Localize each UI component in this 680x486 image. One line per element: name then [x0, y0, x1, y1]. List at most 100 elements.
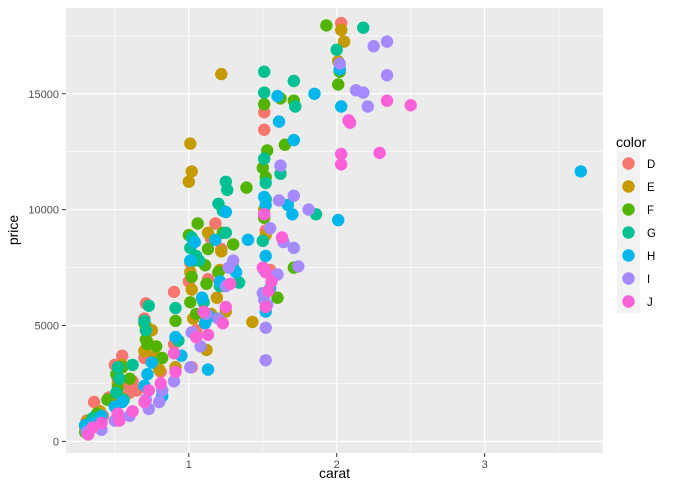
- data-point-G: [258, 152, 271, 165]
- data-point-H: [209, 233, 222, 246]
- y-axis: 0 5000 10000 15000: [28, 89, 66, 448]
- data-point-J: [113, 414, 126, 427]
- data-point-I: [222, 261, 235, 274]
- data-point-H: [271, 89, 284, 103]
- data-point-H: [286, 208, 299, 221]
- legend-label-I: I: [647, 274, 650, 286]
- data-point-J: [154, 377, 167, 390]
- data-point-J: [197, 305, 210, 318]
- data-point-H: [145, 356, 158, 369]
- data-point-F: [271, 291, 284, 304]
- data-point-D: [116, 349, 129, 362]
- data-point-G: [219, 226, 232, 239]
- data-point-I: [380, 69, 394, 82]
- data-point-G: [256, 234, 269, 248]
- data-point-G: [287, 74, 300, 88]
- data-point-I: [263, 222, 277, 235]
- data-point-G: [169, 301, 182, 315]
- legend-title: color: [616, 134, 647, 150]
- legend-key-D: [622, 157, 635, 170]
- data-point-I: [287, 189, 300, 202]
- data-point-I: [184, 361, 197, 374]
- data-point-F: [200, 277, 213, 290]
- y-tick-label: 15000: [28, 89, 59, 101]
- data-point-I: [259, 354, 272, 367]
- data-point-E: [335, 23, 348, 37]
- data-point-I: [153, 395, 166, 409]
- data-point-G: [289, 100, 302, 113]
- data-point-I: [349, 84, 363, 97]
- data-point-J: [82, 428, 95, 441]
- data-point-F: [156, 351, 169, 365]
- legend-label-F: F: [647, 205, 654, 217]
- data-point-E: [210, 291, 224, 304]
- legend-label-E: E: [647, 182, 655, 194]
- data-point-H: [241, 233, 255, 246]
- data-point-H: [195, 291, 209, 304]
- data-point-F: [320, 19, 333, 32]
- data-point-I: [333, 57, 346, 70]
- data-point-H: [574, 165, 587, 178]
- data-point-F: [240, 181, 253, 194]
- data-point-F: [212, 266, 225, 279]
- data-point-D: [87, 395, 101, 409]
- data-point-H: [332, 213, 345, 227]
- data-point-E: [215, 245, 228, 258]
- data-point-J: [169, 365, 182, 379]
- data-point-F: [184, 296, 197, 309]
- data-point-J: [262, 284, 275, 297]
- data-point-J: [259, 300, 272, 314]
- data-point-G: [142, 299, 155, 312]
- data-point-I: [259, 321, 272, 334]
- data-point-I: [367, 40, 380, 53]
- data-point-F: [150, 340, 163, 353]
- data-point-H: [308, 87, 321, 101]
- data-point-G: [111, 361, 125, 374]
- data-point-H: [272, 115, 286, 128]
- data-point-H: [169, 330, 182, 344]
- data-point-G: [113, 372, 126, 385]
- data-point-H: [141, 368, 154, 381]
- data-point-I: [302, 203, 315, 216]
- data-point-J: [95, 416, 108, 430]
- data-point-F: [169, 314, 182, 328]
- x-tick-label: 3: [482, 459, 488, 471]
- data-point-H: [335, 100, 348, 113]
- data-point-E: [185, 283, 198, 296]
- data-point-I: [292, 260, 305, 273]
- data-point-H: [259, 198, 272, 212]
- data-point-H: [287, 133, 300, 147]
- legend-key-G: [622, 226, 635, 239]
- data-point-J: [201, 328, 215, 341]
- data-point-J: [335, 147, 348, 161]
- data-point-G: [259, 176, 272, 190]
- y-tick-label: 0: [53, 436, 59, 448]
- data-point-J: [380, 94, 394, 107]
- x-tick-label: 1: [186, 459, 192, 471]
- legend-key-I: [622, 272, 635, 285]
- data-point-G: [192, 254, 206, 267]
- data-point-G: [221, 183, 234, 197]
- data-point-E: [185, 165, 198, 178]
- legend-label-H: H: [647, 251, 655, 263]
- data-point-J: [126, 405, 139, 418]
- data-point-J: [138, 395, 151, 409]
- y-tick-label: 5000: [35, 321, 59, 333]
- data-point-G: [258, 86, 271, 99]
- data-point-E: [182, 175, 195, 188]
- data-point-J: [275, 231, 289, 244]
- legend-label-J: J: [647, 297, 653, 309]
- data-point-H: [219, 205, 232, 219]
- data-point-G: [138, 314, 151, 328]
- legend-key-H: [622, 249, 635, 262]
- data-point-J: [373, 146, 386, 160]
- data-point-G: [126, 358, 139, 372]
- data-point-G: [357, 21, 370, 34]
- legend-key-J: [622, 295, 635, 308]
- data-point-J: [219, 300, 232, 314]
- data-point-H: [184, 254, 197, 267]
- data-point-F: [256, 161, 269, 175]
- data-point-I: [274, 159, 287, 172]
